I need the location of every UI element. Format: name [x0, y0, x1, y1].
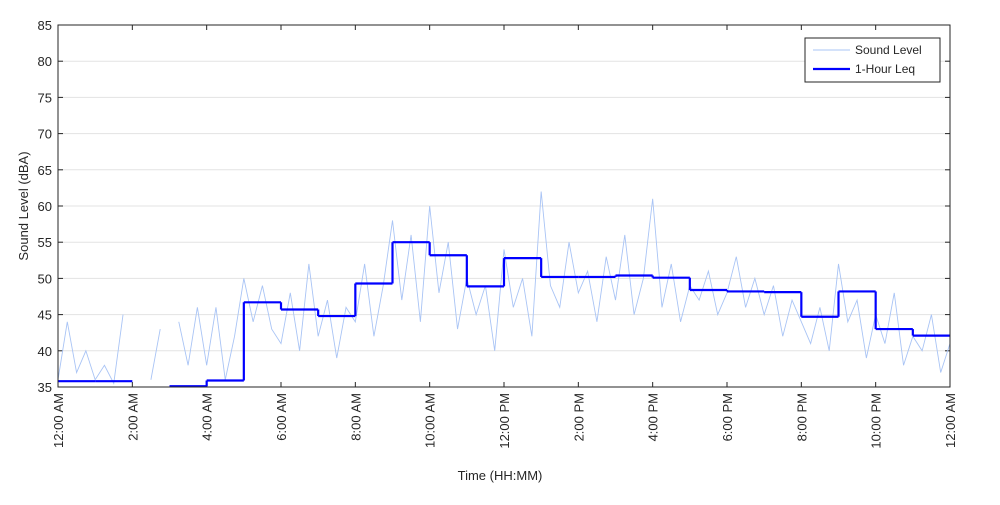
y-tick-label: 85	[38, 18, 52, 33]
x-tick-label: 10:00 AM	[423, 393, 438, 448]
y-tick-label: 55	[38, 235, 52, 250]
x-tick-label: 12:00 AM	[51, 393, 66, 448]
x-tick-label: 2:00 AM	[125, 393, 140, 441]
x-tick-label: 12:00 PM	[497, 393, 512, 449]
y-tick-label: 70	[38, 127, 52, 142]
x-tick-label: 10:00 PM	[869, 393, 884, 449]
legend-label: Sound Level	[855, 43, 922, 57]
y-tick-label: 35	[38, 380, 52, 395]
x-tick-label: 4:00 AM	[200, 393, 215, 441]
x-tick-label: 8:00 AM	[348, 393, 363, 441]
legend-label: 1-Hour Leq	[855, 62, 915, 76]
x-tick-label: 6:00 PM	[720, 393, 735, 441]
y-axis-label: Sound Level (dBA)	[16, 151, 31, 260]
plot-border	[57, 24, 951, 388]
x-tick-label: 8:00 PM	[794, 393, 809, 441]
x-tick-label: 2:00 PM	[571, 393, 586, 441]
y-tick-label: 60	[38, 199, 52, 214]
x-tick-label: 6:00 AM	[274, 393, 289, 441]
y-tick-label: 75	[38, 90, 52, 105]
x-axis-label: Time (HH:MM)	[458, 468, 543, 483]
x-tick-label: 4:00 PM	[646, 393, 661, 441]
legend-box	[804, 37, 941, 83]
y-tick-label: 40	[38, 344, 52, 359]
y-tick-label: 65	[38, 163, 52, 178]
x-tick-label: 12:00 AM	[943, 393, 958, 448]
y-tick-label: 80	[38, 54, 52, 69]
y-tick-label: 45	[38, 308, 52, 323]
y-tick-label: 50	[38, 271, 52, 286]
